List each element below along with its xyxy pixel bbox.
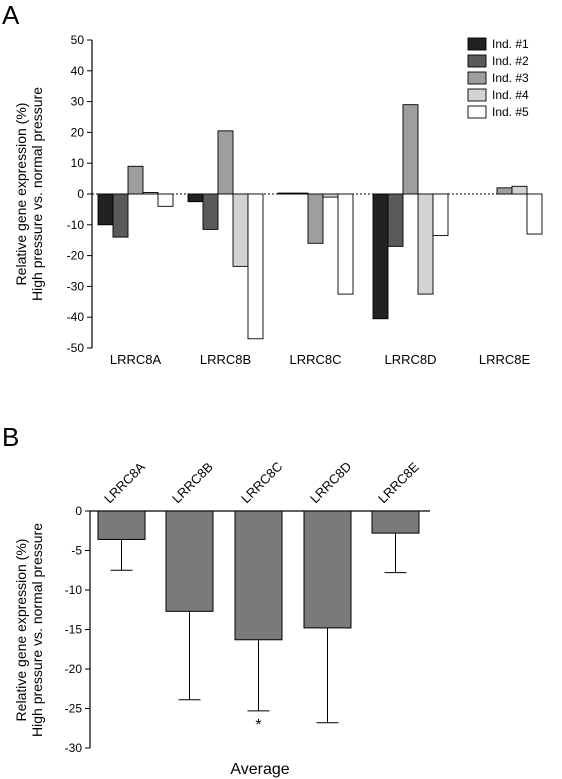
a-y-tick-label: -50 — [67, 341, 85, 355]
a-bar — [526, 193, 543, 235]
a-bar — [496, 187, 513, 195]
a-y-tick-label: 30 — [71, 95, 85, 109]
b-bar — [303, 510, 352, 629]
a-bar — [322, 193, 339, 198]
a-bar — [277, 192, 294, 195]
a-bar — [372, 193, 389, 320]
a-bar — [97, 193, 114, 226]
b-bar — [97, 510, 146, 540]
b-y-tick-label: -30 — [65, 741, 83, 755]
a-y-tick-label: 10 — [71, 156, 85, 170]
a-bar — [187, 193, 204, 203]
a-legend-label: Ind. #2 — [492, 54, 529, 68]
a-bar — [202, 193, 219, 230]
panel-a-letter: A — [2, 0, 20, 30]
a-bar — [402, 104, 419, 195]
b-y-tick-label: -5 — [71, 544, 82, 558]
b-y-tick-label: 0 — [75, 504, 82, 518]
a-y-tick-label: 50 — [71, 33, 85, 47]
b-y-axis-label: Relative gene expression (%) — [13, 539, 29, 722]
a-bar — [157, 193, 174, 207]
a-bar — [387, 193, 404, 247]
a-bar — [112, 193, 129, 238]
a-legend-swatch — [467, 71, 487, 85]
a-y-axis-label: High pressure vs. normal pressure — [29, 87, 45, 301]
a-legend-label: Ind. #3 — [492, 71, 529, 85]
b-category-label: LRRC8E — [375, 459, 422, 506]
a-legend-label: Ind. #1 — [492, 37, 529, 51]
chart-a: -50 -40 -30 -20 -10 0 10 20 30 40 50 LRRC8A LRRC8B LR… — [13, 33, 543, 367]
b-significance-marker: * — [255, 717, 261, 734]
a-bar — [292, 192, 309, 195]
b-category-label: LRRC8C — [238, 459, 285, 506]
a-bar — [232, 193, 249, 267]
a-y-tick-label: 0 — [77, 187, 84, 201]
a-legend-swatch — [467, 37, 487, 51]
a-bar — [432, 193, 449, 237]
a-legend-swatch — [467, 54, 487, 68]
a-category-label: LRRC8D — [384, 352, 436, 367]
b-y-tick-label: -20 — [65, 662, 83, 676]
a-bar — [417, 193, 434, 295]
a-y-tick-label: 20 — [71, 125, 85, 139]
a-bar — [142, 192, 159, 195]
a-y-tick-label: -30 — [67, 279, 85, 293]
b-bar — [234, 510, 283, 641]
b-y-axis-label: High pressure vs. normal pressure — [29, 523, 45, 737]
a-y-axis-label: Relative gene expression (%) — [13, 103, 29, 286]
a-category-label: LRRC8A — [110, 352, 162, 367]
a-y-tick-label: 40 — [71, 64, 85, 78]
a-category-label: LRRC8E — [479, 352, 531, 367]
a-legend-swatch — [467, 105, 487, 119]
b-y-tick-label: -25 — [65, 702, 83, 716]
a-bar — [217, 130, 234, 195]
panel-b-letter: B — [2, 422, 19, 452]
chart-b: -30 -25 -20 -15 -10 -5 0 LRRC8A LRRC8B * LRRC8C LRR… — [13, 459, 430, 778]
a-bar — [337, 193, 354, 295]
b-category-label: LRRC8A — [101, 459, 148, 506]
a-y-tick-label: -10 — [67, 218, 85, 232]
b-category-label: LRRC8D — [307, 459, 354, 506]
a-category-label: LRRC8C — [289, 352, 341, 367]
b-bar — [371, 510, 420, 534]
a-bar — [511, 185, 528, 195]
a-legend-label: Ind. #5 — [492, 105, 529, 119]
b-x-axis-label: Average — [230, 761, 289, 778]
a-category-label: LRRC8B — [200, 352, 251, 367]
a-bar — [307, 193, 324, 244]
b-y-tick-label: -15 — [65, 623, 83, 637]
a-bar — [127, 165, 144, 195]
a-y-tick-label: -40 — [67, 310, 85, 324]
a-legend-swatch — [467, 88, 487, 102]
b-bar — [165, 510, 214, 612]
b-category-label: LRRC8B — [169, 459, 216, 506]
a-y-tick-label: -20 — [67, 249, 85, 263]
b-y-tick-label: -10 — [65, 583, 83, 597]
a-legend-label: Ind. #4 — [492, 88, 529, 102]
a-bar — [247, 193, 264, 340]
